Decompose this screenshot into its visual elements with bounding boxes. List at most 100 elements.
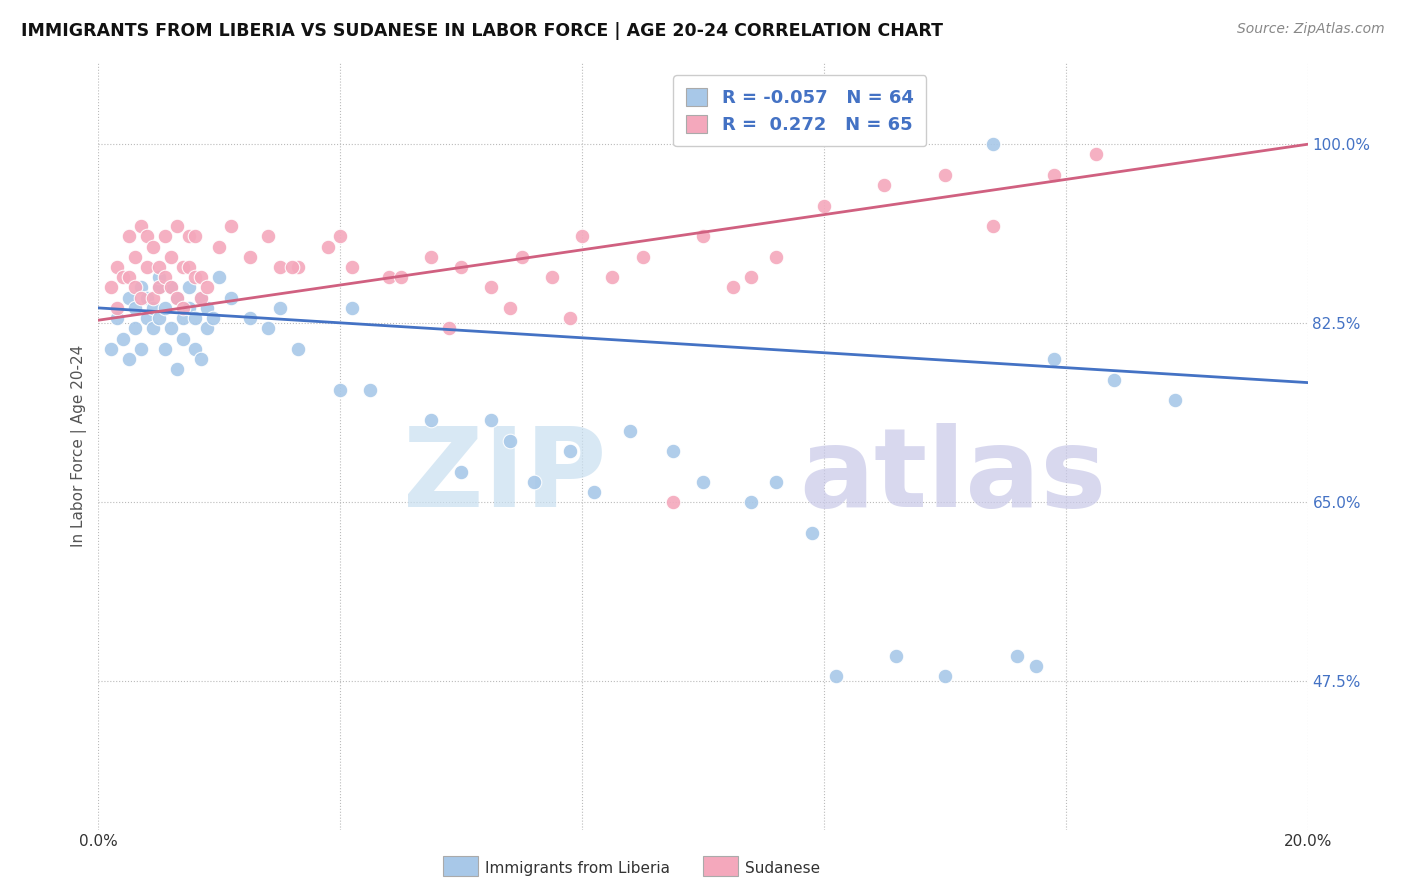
Point [692,475,714,489]
Point [160,321,183,335]
Text: IMMIGRANTS FROM LIBERIA VS SUDANESE IN LABOR FORCE | AGE 20-24 CORRELATION CHART: IMMIGRANTS FROM LIBERIA VS SUDANESE IN L… [21,22,943,40]
Point [269,301,291,315]
Point [692,229,714,244]
Point [329,383,352,397]
Text: Sudanese: Sudanese [745,862,820,876]
Point [148,280,170,294]
Point [160,280,183,294]
Point [190,352,212,367]
Point [195,280,218,294]
Point [558,444,581,458]
Point [269,260,291,274]
Point [166,219,188,233]
Point [481,413,503,427]
Point [342,260,364,274]
Point [202,311,225,326]
Point [118,352,141,367]
Point [172,301,194,315]
Point [360,383,382,397]
Point [221,219,243,233]
Point [142,301,165,315]
Point [813,199,835,213]
Point [153,301,176,315]
Point [172,311,194,326]
Point [124,301,146,315]
Point [208,270,231,285]
Point [765,250,787,264]
Point [1042,168,1064,182]
Point [111,332,134,346]
Point [184,229,207,244]
Point [934,669,956,683]
Point [740,270,762,285]
Point [886,648,908,663]
Point [129,291,152,305]
Point [420,413,443,427]
Point [166,291,188,305]
Point [111,270,134,285]
Point [316,239,339,253]
Point [135,291,157,305]
Point [450,465,472,479]
Point [571,229,593,244]
Legend: R = -0.057   N = 64, R =  0.272   N = 65: R = -0.057 N = 64, R = 0.272 N = 65 [673,75,927,146]
Point [437,321,460,335]
Point [124,250,146,264]
Point [1007,648,1029,663]
Point [583,485,606,500]
Point [287,260,309,274]
Point [450,260,472,274]
Point [510,250,533,264]
Text: Immigrants from Liberia: Immigrants from Liberia [485,862,671,876]
Point [148,260,170,274]
Point [135,229,157,244]
Point [166,291,188,305]
Point [160,280,183,294]
Point [420,250,443,264]
Point [105,260,128,274]
Point [166,362,188,376]
Point [602,270,624,285]
Point [800,525,823,540]
Point [981,219,1004,233]
Point [239,250,262,264]
Point [190,291,212,305]
Point [981,137,1004,152]
Point [118,291,141,305]
Point [129,219,152,233]
Point [1102,372,1125,386]
Point [179,301,201,315]
Point [661,495,683,509]
Point [129,280,152,294]
Point [540,270,562,285]
Point [873,178,896,193]
Point [190,270,212,285]
Point [256,321,278,335]
Point [105,301,128,315]
Point [142,321,165,335]
Point [825,669,848,683]
Point [740,495,762,509]
Text: atlas: atlas [800,423,1107,530]
Point [148,311,170,326]
Point [287,342,309,356]
Point [934,168,956,182]
Point [256,229,278,244]
Point [377,270,399,285]
Point [195,321,218,335]
Point [619,424,641,438]
Point [558,311,581,326]
Point [239,311,262,326]
Point [153,342,176,356]
Point [1042,352,1064,367]
Point [342,301,364,315]
Point [184,311,207,326]
Point [765,475,787,489]
Point [118,270,141,285]
Point [172,260,194,274]
Point [498,301,520,315]
Point [329,229,352,244]
Point [1085,147,1108,161]
Point [105,311,128,326]
Point [135,260,157,274]
